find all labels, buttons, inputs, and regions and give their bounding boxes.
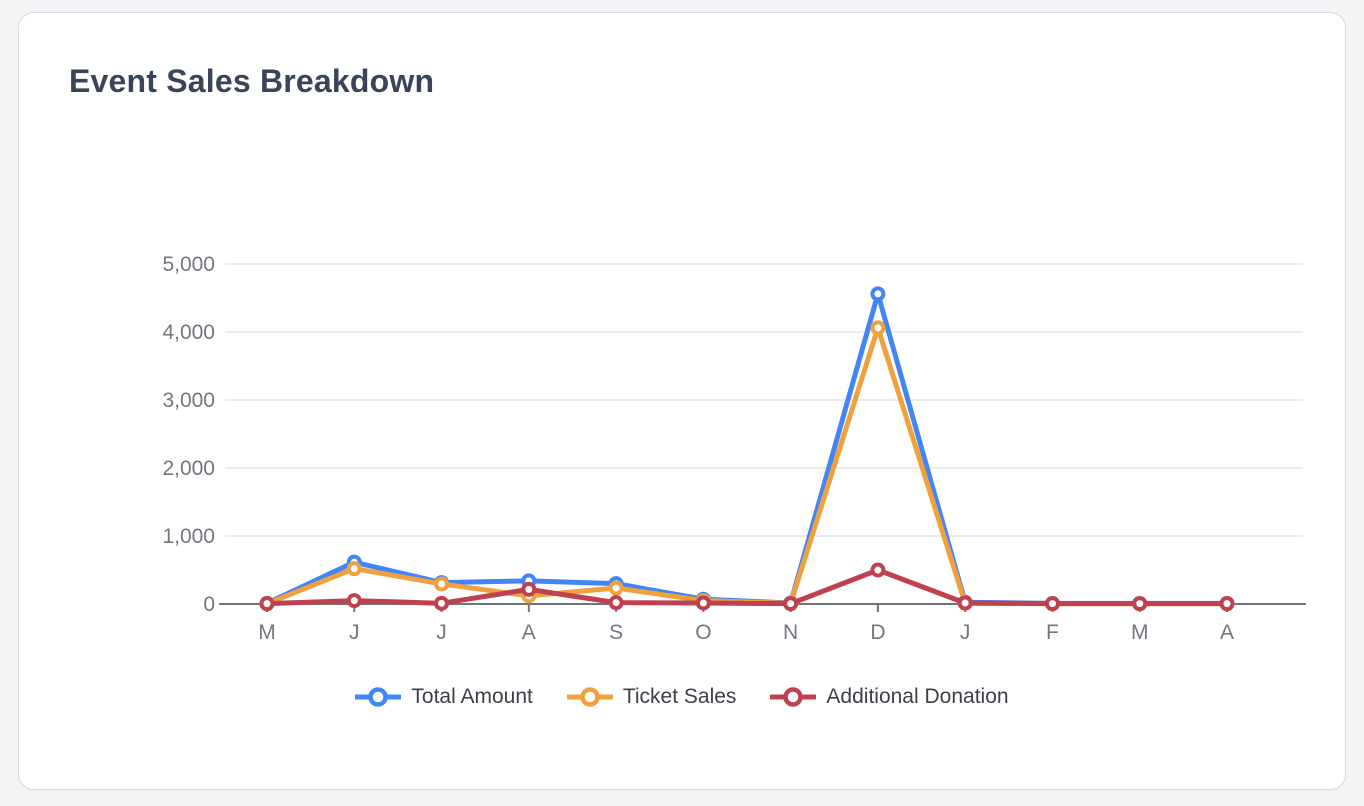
x-axis-tick-label: M <box>1131 621 1149 644</box>
data-point-marker <box>608 595 624 611</box>
legend-label-total-amount: Total Amount <box>411 685 533 708</box>
chart-legend: Total Amount Ticket Sales Additional Don… <box>19 685 1345 709</box>
data-point-marker <box>783 596 799 612</box>
x-axis-tick-label: O <box>695 621 711 644</box>
chart-title: Event Sales Breakdown <box>69 63 435 99</box>
data-point-marker <box>870 320 886 336</box>
data-point-marker <box>434 576 450 592</box>
y-axis-tick-label: 1,000 <box>162 525 215 548</box>
data-point-marker <box>521 581 537 597</box>
y-axis-tick-label: 5,000 <box>162 253 215 276</box>
data-point-marker <box>346 593 362 609</box>
data-point-marker <box>1132 596 1148 612</box>
series-line-ticket-sales <box>264 325 1230 607</box>
x-axis-tick-label: S <box>609 621 623 644</box>
series-line-total-amount <box>264 291 1230 606</box>
x-axis-tick-label: F <box>1046 621 1059 644</box>
legend-label-ticket-sales: Ticket Sales <box>622 685 737 708</box>
data-point-marker <box>259 596 275 612</box>
x-axis-tick-label: J <box>960 621 971 644</box>
legend-item-total-amount[interactable]: Total Amount <box>355 685 533 709</box>
y-axis-tick-label: 3,000 <box>162 389 215 412</box>
x-axis-tick-label: D <box>870 621 885 644</box>
series-line-additional-donation <box>264 567 1230 607</box>
legend-marker-total-amount-icon <box>355 687 402 707</box>
x-axis-tick-label: J <box>349 621 360 644</box>
y-axis-tick-label: 2,000 <box>162 457 215 480</box>
x-axis-tick-label: A <box>1220 621 1234 644</box>
legend-marker-ticket-sales-icon <box>566 687 613 707</box>
data-point-marker <box>608 580 624 596</box>
chart-card: Event Sales Breakdown 0 1,000 2,000 3,000 4,… <box>18 12 1346 790</box>
legend-item-ticket-sales[interactable]: Ticket Sales <box>566 685 737 709</box>
y-axis-tick-label: 0 <box>203 593 215 616</box>
data-point-marker <box>434 595 450 611</box>
data-point-marker <box>1044 596 1060 612</box>
data-point-marker <box>695 595 711 611</box>
line-chart-plot-area: 0 1,000 2,000 3,000 4,000 5,000 M J J A S O N D J F M A <box>162 253 1306 644</box>
y-axis-tick-label: 4,000 <box>162 321 215 344</box>
x-axis-tick-label: N <box>783 621 798 644</box>
data-point-marker <box>870 286 886 302</box>
legend-label-additional-donation: Additional Donation <box>826 685 1009 708</box>
legend-item-additional-donation[interactable]: Additional Donation <box>770 685 1009 709</box>
x-axis-tick-label: J <box>436 621 447 644</box>
x-axis-tick-label: M <box>258 621 276 644</box>
data-point-marker <box>870 562 886 578</box>
data-point-marker <box>346 561 362 577</box>
data-point-marker <box>957 595 973 611</box>
data-point-marker <box>1219 596 1235 612</box>
legend-marker-additional-donation-icon <box>770 687 817 707</box>
x-axis-tick-label: A <box>522 621 536 644</box>
